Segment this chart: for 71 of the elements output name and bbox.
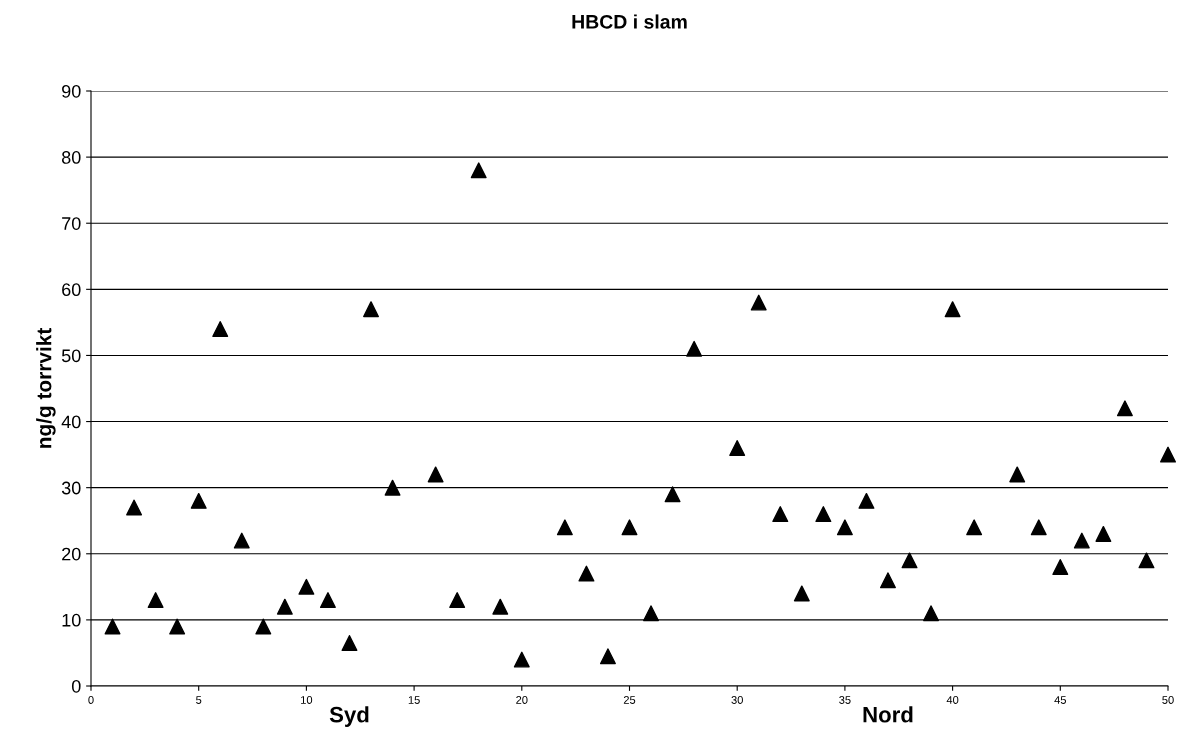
point (599, 648, 616, 665)
text: Nord (863, 706, 913, 723)
point (578, 565, 595, 582)
y-tick-label: 40 (61, 415, 81, 429)
y-tick-label: 60 (62, 283, 81, 297)
point (276, 598, 293, 615)
point (858, 492, 875, 509)
x-tick-label: 25 (623, 696, 636, 704)
point (384, 479, 401, 496)
point (944, 301, 961, 318)
point (363, 301, 379, 318)
point (772, 506, 789, 523)
y-tick-label: 10 (62, 613, 81, 627)
x-tick-label: 10 (301, 696, 313, 704)
point (1138, 552, 1155, 569)
point (556, 519, 573, 536)
point (449, 592, 466, 609)
point (492, 598, 509, 615)
point (686, 340, 703, 357)
point (729, 440, 746, 456)
point (966, 519, 983, 536)
point (147, 592, 164, 609)
y-tick-label: 80 (61, 151, 81, 164)
point (1160, 446, 1176, 463)
point (750, 294, 767, 311)
y-tick-label: 90 (62, 84, 81, 98)
point (233, 532, 250, 549)
point (470, 162, 487, 179)
y-tick-label: 30 (61, 481, 81, 495)
point (427, 466, 444, 483)
y-axis-title: ng/g torrvikt (36, 327, 56, 448)
point (901, 552, 918, 569)
x-tick-label: 15 (408, 696, 420, 704)
x-tick-label: 45 (1054, 696, 1067, 704)
text: Syd (329, 706, 369, 727)
point (664, 486, 681, 503)
y-tick-label: 70 (62, 217, 81, 230)
point (513, 651, 530, 668)
point (341, 635, 358, 652)
point (298, 578, 315, 595)
point (1095, 525, 1112, 542)
point (880, 572, 896, 589)
x-tick-label: 35 (839, 696, 851, 704)
x-tick-label: 30 (731, 696, 743, 704)
x-tick-label: 40 (946, 696, 959, 704)
point (643, 605, 660, 622)
x-tick-label: 0 (88, 696, 94, 704)
point (1030, 519, 1047, 536)
point (1052, 559, 1069, 575)
y-tick-label: 20 (62, 547, 81, 561)
point (621, 519, 638, 536)
point (104, 618, 121, 635)
point (815, 506, 832, 523)
y-tick-label: 0 (71, 679, 81, 693)
y-tick-label: 50 (61, 349, 81, 363)
point (126, 499, 143, 516)
point (1073, 532, 1090, 549)
x-tick-label: 20 (516, 696, 528, 704)
point (1116, 400, 1133, 417)
point (169, 618, 186, 635)
chart-title: HBCD i slam (572, 14, 687, 29)
point (212, 321, 229, 337)
point (255, 618, 272, 635)
x-tick-label: 5 (196, 696, 202, 704)
x-tick-label: 50 (1162, 696, 1174, 704)
point (319, 592, 336, 609)
point (836, 519, 853, 536)
point (1009, 466, 1026, 483)
point (923, 605, 940, 622)
point (793, 585, 810, 602)
point (190, 492, 207, 509)
